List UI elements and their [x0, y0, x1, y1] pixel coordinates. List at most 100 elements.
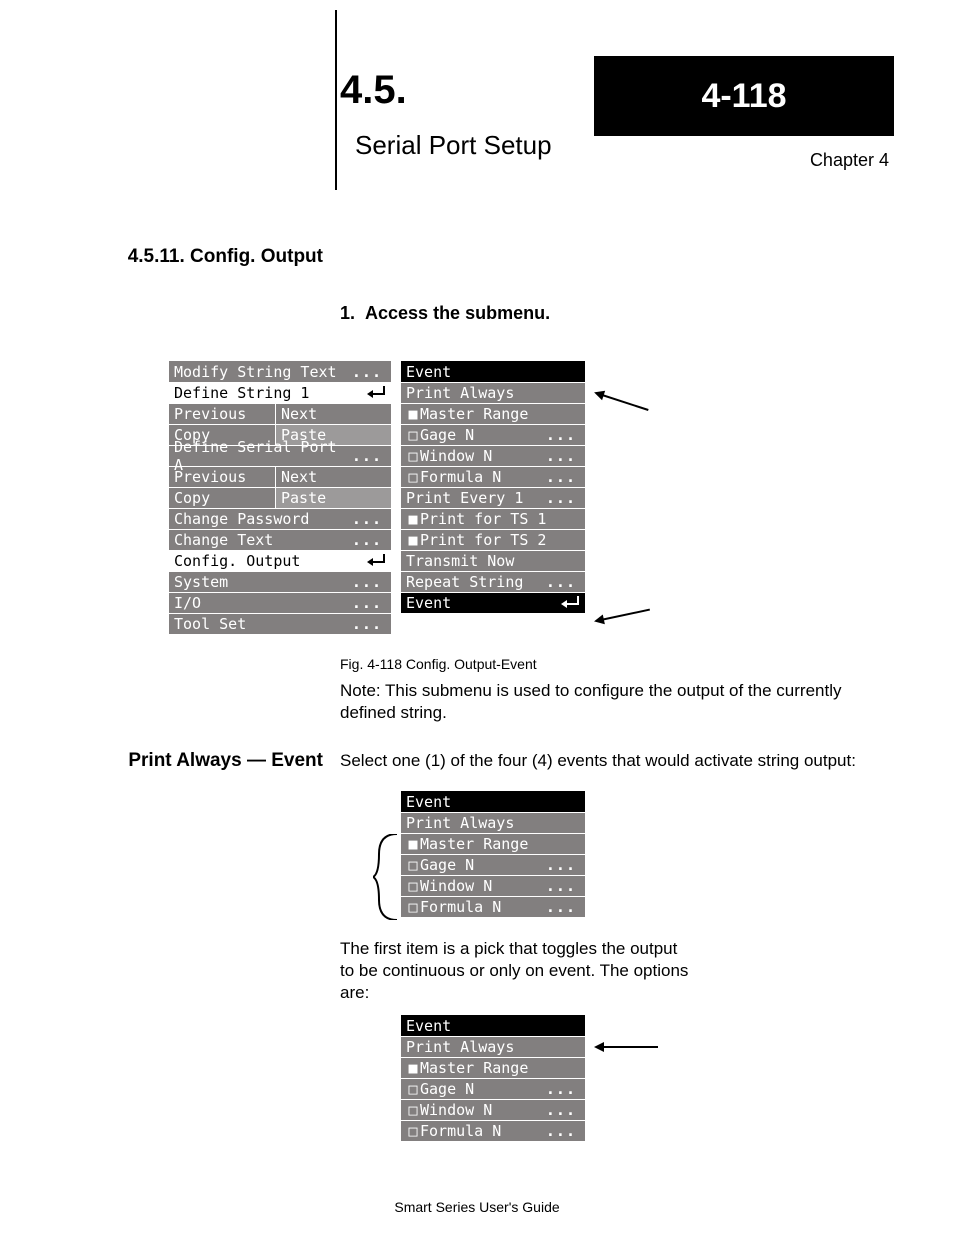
menu-cell[interactable]: Event: [401, 593, 558, 613]
menu-row[interactable]: Repeat String...: [401, 571, 585, 592]
menu-row[interactable]: I/O...: [169, 592, 391, 613]
menu-cell[interactable]: □ Window N: [401, 446, 541, 466]
menu-row[interactable]: Define Serial Port A...: [169, 445, 391, 466]
menu-row[interactable]: Config. Output: [169, 550, 391, 571]
menu-cell[interactable]: ...: [541, 467, 585, 487]
menu-cell[interactable]: I/O: [169, 593, 347, 613]
menu-row[interactable]: Modify String Text...: [169, 361, 391, 382]
menu-cell[interactable]: ■ Print for TS 2: [401, 530, 585, 550]
menu-cell[interactable]: ...: [541, 446, 585, 466]
menu-cell[interactable]: □ Gage N: [401, 1079, 541, 1099]
menu-row[interactable]: ■ Master Range: [401, 1057, 585, 1078]
menu-row[interactable]: Event: [401, 361, 585, 382]
menu-cell[interactable]: Tool Set: [169, 614, 347, 634]
menu-row[interactable]: Event: [401, 791, 585, 812]
menu-row[interactable]: □ Window N...: [401, 1099, 585, 1120]
menu-cell[interactable]: Repeat String: [401, 572, 541, 592]
menu-row[interactable]: Change Password...: [169, 508, 391, 529]
menu-row[interactable]: □ Formula N...: [401, 896, 585, 917]
menu-row[interactable]: □ Window N...: [401, 875, 585, 896]
menu-row[interactable]: System...: [169, 571, 391, 592]
menu-row[interactable]: Change Text...: [169, 529, 391, 550]
menu-row[interactable]: CopyPaste: [169, 487, 391, 508]
menu-row[interactable]: ■ Print for TS 1: [401, 508, 585, 529]
menu-row[interactable]: □ Formula N...: [401, 466, 585, 487]
menu-row[interactable]: ■ Print for TS 2: [401, 529, 585, 550]
menu-cell[interactable]: [364, 551, 391, 571]
menu-cell[interactable]: ...: [347, 614, 391, 634]
menu-row[interactable]: □ Gage N...: [401, 424, 585, 445]
menu-row[interactable]: Print Always: [401, 812, 585, 833]
menu-cell[interactable]: ...: [347, 593, 391, 613]
menu-cell[interactable]: ...: [541, 1079, 585, 1099]
menu-cell[interactable]: □ Window N: [401, 876, 541, 896]
menu-row[interactable]: Transmit Now: [401, 550, 585, 571]
menu-cell[interactable]: ■ Master Range: [401, 834, 585, 854]
menu-cell[interactable]: □ Formula N: [401, 1121, 541, 1141]
return-icon: [563, 596, 579, 610]
menu-cell[interactable]: Transmit Now: [401, 551, 585, 571]
menu-cell[interactable]: ■ Master Range: [401, 404, 585, 424]
menu-cell[interactable]: □ Gage N: [401, 855, 541, 875]
menu-row[interactable]: Tool Set...: [169, 613, 391, 634]
menu-cell[interactable]: Config. Output: [169, 551, 364, 571]
menu-cell[interactable]: ...: [541, 1100, 585, 1120]
menu-cell[interactable]: □ Formula N: [401, 467, 541, 487]
menu-row[interactable]: ■ Master Range: [401, 833, 585, 854]
menu-row[interactable]: □ Gage N...: [401, 1078, 585, 1099]
menu-cell[interactable]: ...: [541, 572, 585, 592]
menu-cell[interactable]: Define String 1: [169, 383, 364, 403]
menu-cell[interactable]: Define Serial Port A: [169, 446, 347, 466]
arrow-to-print-always: [596, 392, 649, 411]
menu-cell[interactable]: ...: [541, 1121, 585, 1141]
menu-cell[interactable]: Print Always: [401, 813, 585, 833]
menu-cell[interactable]: ...: [347, 530, 391, 550]
menu-row[interactable]: □ Formula N...: [401, 1120, 585, 1141]
menu-row[interactable]: PreviousNext: [169, 466, 391, 487]
menu-cell[interactable]: Next: [275, 404, 391, 424]
menu-row[interactable]: Print Always: [401, 382, 585, 403]
menu-cell[interactable]: [558, 593, 585, 613]
menu-row[interactable]: PreviousNext: [169, 403, 391, 424]
page-number-badge: 4-118: [594, 56, 894, 136]
menu-cell[interactable]: ...: [541, 488, 585, 508]
menu-cell[interactable]: Print Every 1: [401, 488, 541, 508]
menu-cell[interactable]: ...: [347, 446, 391, 466]
menu-cell[interactable]: Next: [275, 467, 391, 487]
menu-cell[interactable]: Copy: [169, 488, 275, 508]
menu-cell[interactable]: ...: [347, 509, 391, 529]
menu-cell[interactable]: Previous: [169, 467, 275, 487]
menu-cell[interactable]: ...: [541, 855, 585, 875]
menu-cell[interactable]: □ Gage N: [401, 425, 541, 445]
menu-cell[interactable]: Modify String Text: [169, 361, 347, 382]
menu-cell[interactable]: ■ Print for TS 1: [401, 509, 585, 529]
menu-row[interactable]: Event: [401, 1015, 585, 1036]
menu-row[interactable]: Print Always: [401, 1036, 585, 1057]
menu-cell[interactable]: Event: [401, 361, 585, 382]
menu-cell[interactable]: ...: [541, 897, 585, 917]
menu-cell[interactable]: ...: [541, 425, 585, 445]
menu-row[interactable]: Define String 1: [169, 382, 391, 403]
menu-cell[interactable]: Print Always: [401, 383, 585, 403]
menu-row[interactable]: Event: [401, 592, 585, 613]
menu-cell[interactable]: ...: [541, 876, 585, 896]
menu-row[interactable]: Print Every 1...: [401, 487, 585, 508]
chapter-label: Chapter 4: [810, 150, 889, 171]
menu-cell[interactable]: ...: [347, 361, 391, 382]
menu-cell[interactable]: Print Always: [401, 1037, 585, 1057]
menu-cell[interactable]: System: [169, 572, 347, 592]
menu-cell[interactable]: ...: [347, 572, 391, 592]
menu-cell[interactable]: □ Formula N: [401, 897, 541, 917]
menu-cell[interactable]: Previous: [169, 404, 275, 424]
menu-cell[interactable]: ■ Master Range: [401, 1058, 585, 1078]
menu-cell[interactable]: Event: [401, 791, 585, 812]
menu-cell[interactable]: Change Text: [169, 530, 347, 550]
menu-cell[interactable]: Paste: [275, 488, 391, 508]
menu-cell[interactable]: [364, 383, 391, 403]
menu-cell[interactable]: □ Window N: [401, 1100, 541, 1120]
menu-row[interactable]: □ Gage N...: [401, 854, 585, 875]
menu-row[interactable]: □ Window N...: [401, 445, 585, 466]
menu-cell[interactable]: Change Password: [169, 509, 347, 529]
menu-cell[interactable]: Event: [401, 1015, 585, 1036]
menu-row[interactable]: ■ Master Range: [401, 403, 585, 424]
